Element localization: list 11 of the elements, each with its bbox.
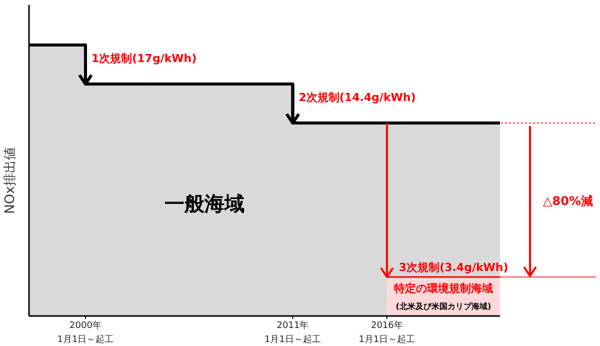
x-tick-label: 2000年 1月1日～起工	[57, 320, 114, 345]
annotation: 2次規制(14.4g/kWh)	[298, 91, 416, 104]
x-tick-label: 2016年 1月1日～起工	[358, 320, 416, 345]
annotation: (北米及び米国カリブ海域)	[396, 302, 492, 311]
series-label: 一般海域	[164, 192, 244, 216]
y-axis-title: NOx排出値	[3, 147, 18, 214]
annotation: 3次規制(3.4g/kWh)	[398, 260, 508, 274]
x-tick-label: 2011年 1月1日～起工	[264, 320, 321, 345]
text: △80%減	[543, 194, 593, 208]
legend-label: 特定の環境規制海域	[392, 282, 493, 295]
annotation: 1次規制(17g/kWh)	[91, 52, 197, 65]
